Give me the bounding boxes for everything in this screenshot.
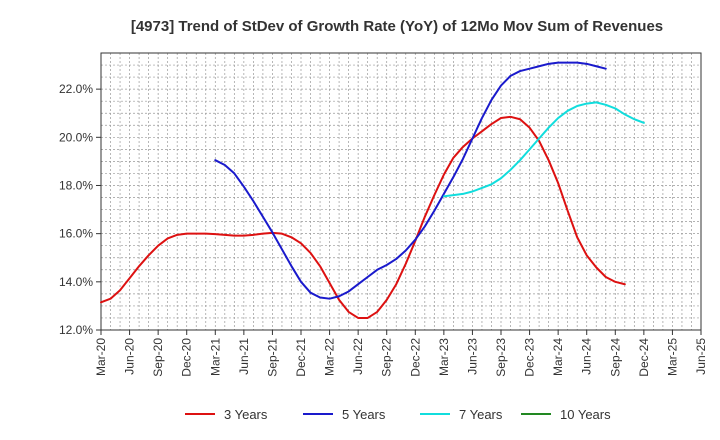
x-tick-label: Sep-23	[494, 338, 508, 377]
series-line-7-years	[442, 101, 645, 198]
legend-label-10-years: 10 Years	[560, 407, 611, 422]
x-tick-label: Mar-24	[551, 338, 565, 376]
legend-label-3-years: 3 Years	[224, 407, 268, 422]
legend-label-7-years: 7 Years	[459, 407, 503, 422]
plot-area	[100, 52, 702, 331]
x-tick-label: Sep-21	[265, 338, 279, 377]
x-tick-label: Jun-20	[123, 338, 137, 375]
x-tick-label: Dec-24	[637, 338, 651, 377]
x-tick-label: Sep-24	[608, 338, 622, 377]
y-tick-label: 12.0%	[59, 323, 93, 337]
series-line-5-years	[214, 61, 607, 300]
x-tick-label: Dec-23	[523, 338, 537, 377]
x-tick-label: Mar-22	[323, 338, 337, 376]
x-tick-label: Mar-20	[94, 338, 108, 376]
y-tick-label: 20.0%	[59, 130, 93, 144]
x-tick-label: Jun-22	[351, 338, 365, 375]
x-tick-label: Mar-25	[665, 338, 679, 376]
x-tick-label: Sep-20	[151, 338, 165, 377]
x-tick-label: Mar-23	[437, 338, 451, 376]
legend-label-5-years: 5 Years	[342, 407, 386, 422]
x-tick-label: Jun-21	[237, 338, 251, 375]
x-tick-label: Sep-22	[380, 338, 394, 377]
x-tick-label: Jun-23	[465, 338, 479, 375]
series-line-3-years	[100, 115, 626, 319]
x-tick-label: Jun-25	[694, 338, 708, 375]
y-tick-label: 18.0%	[59, 178, 93, 192]
chart-title: [4973] Trend of StDev of Growth Rate (Yo…	[131, 18, 663, 35]
x-tick-label: Dec-21	[294, 338, 308, 377]
y-tick-label: 22.0%	[59, 82, 93, 96]
x-axis: Mar-20 Jun-20 Sep-20 Dec-20 Mar-21 Jun-21 Sep-…	[94, 330, 708, 377]
series-lines	[100, 61, 645, 319]
y-axis: 12.0% 14.0% 16.0% 18.0% 20.0% 22.0%	[59, 82, 101, 337]
legend: 3 Years 5 Years 7 Years 10 Years	[185, 407, 611, 422]
x-tick-label: Dec-22	[408, 338, 422, 377]
x-tick-label: Mar-21	[208, 338, 222, 376]
x-tick-label: Dec-20	[180, 338, 194, 377]
y-tick-label: 16.0%	[59, 227, 93, 241]
grid-lines	[101, 53, 701, 330]
x-tick-label: Jun-24	[580, 338, 594, 375]
y-tick-label: 14.0%	[59, 275, 93, 289]
